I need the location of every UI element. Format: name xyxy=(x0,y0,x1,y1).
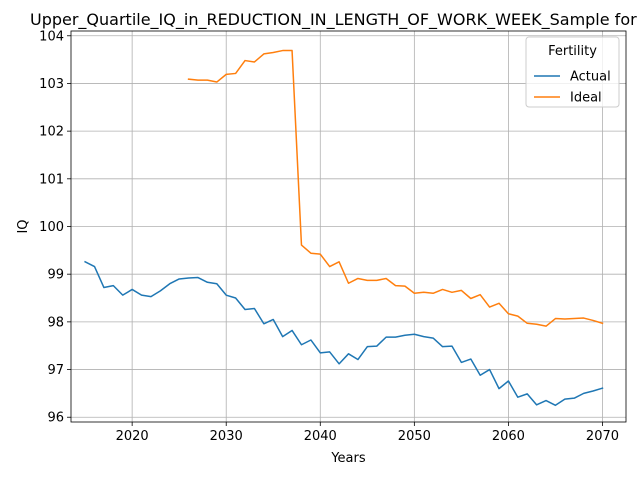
chart-title: Upper_Quartile_IQ_in_REDUCTION_IN_LENGTH… xyxy=(30,10,640,30)
x-tick-label: 2050 xyxy=(398,429,431,444)
series-line-ideal xyxy=(187,49,604,327)
x-tick-label: 2020 xyxy=(116,429,149,444)
y-tick-label: 100 xyxy=(39,220,64,235)
y-tick-label: 96 xyxy=(47,411,64,426)
y-tick-label: 101 xyxy=(39,172,64,187)
legend-label-actual: Actual xyxy=(570,70,611,85)
x-tick-label: 2030 xyxy=(210,429,243,444)
y-tick-label: 102 xyxy=(39,125,64,140)
y-tick-label: 97 xyxy=(47,363,64,378)
axis-ticks: 2020 2030 2040 2050 2060 2070 96 97 98 99 100 101 10… xyxy=(39,29,619,444)
y-axis-title: IQ xyxy=(16,219,31,233)
y-tick-label: 104 xyxy=(39,29,64,44)
x-tick-label: 2060 xyxy=(492,429,525,444)
legend-label-ideal: Ideal xyxy=(570,91,602,106)
x-tick-label: 2070 xyxy=(586,429,619,444)
x-tick-label: 2040 xyxy=(304,429,337,444)
y-tick-label: 103 xyxy=(39,77,64,92)
series-line-actual xyxy=(84,260,604,407)
grid xyxy=(71,31,626,422)
legend-box xyxy=(525,36,620,108)
legend-title: Fertility xyxy=(548,44,597,59)
legend: Fertility Actual Ideal xyxy=(525,36,620,108)
series-lines xyxy=(84,49,604,407)
y-tick-label: 98 xyxy=(47,315,64,330)
x-axis-title: Years xyxy=(330,451,366,466)
y-tick-label: 99 xyxy=(47,268,64,283)
